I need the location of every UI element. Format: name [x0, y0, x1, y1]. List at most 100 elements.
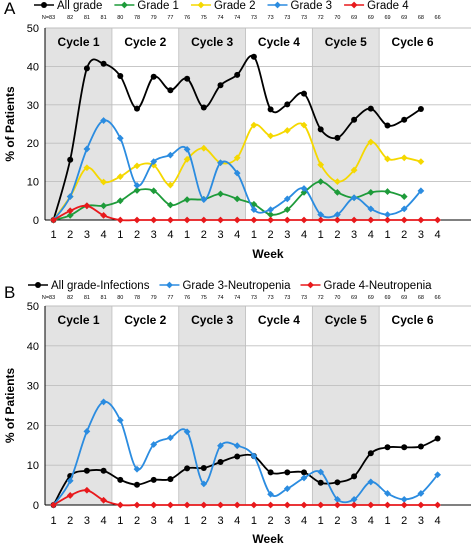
data-point: [384, 155, 391, 163]
n-label: 73: [301, 295, 307, 301]
data-point: [300, 474, 308, 482]
n-label: 75: [201, 15, 207, 21]
data-point: [384, 444, 391, 451]
data-point: [250, 501, 258, 509]
x-tick-label: 1: [117, 515, 123, 527]
cycle-label: Cycle 2: [124, 35, 166, 49]
data-point: [250, 452, 258, 460]
n-label: 69: [368, 295, 374, 301]
data-point: [283, 195, 291, 203]
x-tick-label: 1: [251, 229, 257, 241]
data-point: [334, 211, 341, 219]
data-point: [116, 501, 124, 509]
x-tick-label: 4: [167, 229, 173, 241]
data-point: [233, 216, 241, 224]
data-point: [400, 154, 408, 162]
data-point: [233, 501, 241, 509]
y-tick-label: 40: [27, 61, 39, 73]
n-label: 77: [167, 295, 173, 301]
data-point: [301, 90, 307, 97]
legend-label: All grade-Infections: [51, 280, 150, 292]
n-label: 69: [384, 295, 390, 301]
y-tick-label: 50: [27, 23, 39, 35]
data-point: [367, 501, 375, 509]
data-point: [384, 490, 391, 497]
x-tick-label: 4: [301, 515, 307, 527]
n-label: 81: [101, 295, 107, 301]
data-point: [367, 450, 374, 457]
data-point: [334, 178, 341, 185]
x-tick-label: 3: [351, 229, 357, 241]
data-point: [150, 216, 158, 224]
data-point: [100, 117, 107, 124]
x-tick-label: 1: [50, 229, 56, 241]
data-point: [66, 211, 74, 219]
legend-label: Grade 4: [367, 0, 409, 12]
data-point: [100, 496, 107, 504]
data-point: [384, 501, 391, 509]
x-tick-label: 3: [217, 515, 223, 527]
data-point: [400, 216, 408, 224]
data-point: [434, 471, 441, 479]
data-point: [217, 190, 224, 198]
data-point: [83, 145, 91, 153]
data-point: [334, 501, 341, 509]
n-label: 76: [184, 15, 190, 21]
n-label: 74: [234, 295, 240, 301]
cycle-label: Cycle 5: [325, 35, 367, 49]
data-point: [150, 441, 158, 448]
data-point: [417, 187, 425, 195]
data-point: [417, 158, 425, 166]
n-label: 81: [84, 295, 90, 301]
data-point: [417, 443, 424, 450]
x-tick-label: 2: [334, 229, 340, 241]
data-point: [301, 469, 307, 476]
x-tick-label: 4: [234, 515, 240, 527]
data-point: [200, 104, 207, 111]
data-point: [150, 158, 158, 166]
y-tick-label: 50: [27, 301, 39, 313]
n-label: 75: [201, 295, 207, 301]
x-tick-label: 3: [217, 229, 223, 241]
legend-label: Grade 3-Neutropenia: [182, 280, 291, 292]
n-label: 77: [167, 15, 173, 21]
x-tick-label: 1: [384, 515, 390, 527]
data-point: [317, 479, 324, 486]
n-label: 73: [284, 295, 290, 301]
x-tick-label: 3: [284, 229, 290, 241]
data-point: [167, 216, 174, 224]
data-point: [217, 501, 224, 509]
data-point: [83, 486, 91, 494]
panel-letter: A: [4, 0, 16, 18]
legend-label: Grade 2: [214, 0, 256, 12]
x-tick-label: 3: [418, 515, 424, 527]
n-label: 72: [318, 15, 324, 21]
y-tick-label: 20: [27, 420, 39, 432]
n-label: 69: [368, 15, 374, 21]
data-point: [83, 164, 91, 172]
legend-marker: [307, 281, 314, 289]
data-point: [400, 496, 408, 503]
cycle-label: Cycle 3: [191, 35, 233, 49]
data-point: [317, 161, 325, 169]
data-point: [217, 82, 224, 89]
y-tick-label: 10: [27, 460, 39, 472]
legend-item: All grade: [34, 0, 102, 12]
data-point: [167, 476, 174, 483]
cycle-label: Cycle 1: [58, 313, 100, 327]
data-point: [367, 188, 375, 196]
y-axis-title: % of Patients: [3, 368, 17, 444]
data-point: [317, 211, 325, 219]
data-point: [150, 73, 157, 80]
data-point: [250, 121, 258, 129]
n-label: 69: [384, 15, 390, 21]
n-label: 78: [134, 15, 140, 21]
x-tick-label: 2: [401, 515, 407, 527]
data-point: [50, 501, 57, 509]
data-point: [250, 206, 258, 214]
data-point: [250, 200, 258, 208]
data-point: [283, 127, 291, 134]
data-point: [267, 211, 274, 219]
data-point: [283, 501, 291, 509]
